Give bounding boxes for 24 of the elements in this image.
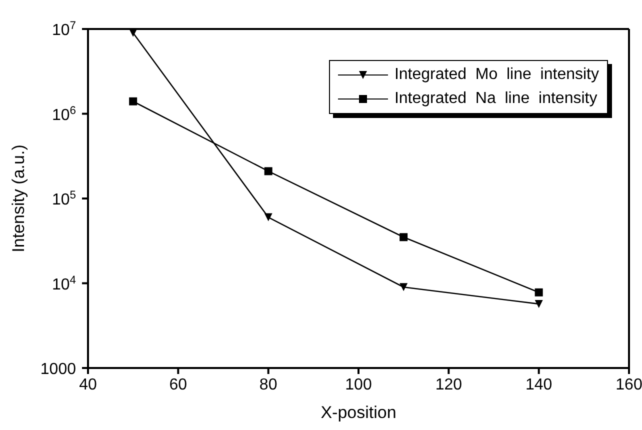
legend-label: Integrated Na line intensity	[394, 89, 598, 109]
x-tick-label: 80	[259, 376, 278, 394]
y-tick-label: 10$^{7}$	[52, 20, 76, 39]
point	[129, 29, 138, 37]
x-tick-label: 120	[435, 376, 462, 394]
x-tick-label: 160	[616, 376, 642, 394]
x-tick-label: 100	[345, 376, 372, 394]
x-tick-label: 140	[525, 376, 552, 394]
point	[534, 288, 543, 296]
y-tick-label: 10$^{5}$	[52, 190, 76, 208]
point	[400, 283, 408, 292]
point	[129, 97, 138, 106]
point	[400, 233, 408, 242]
point	[264, 213, 272, 222]
y-tick-label: 1000	[40, 361, 76, 378]
point	[534, 300, 543, 308]
x-tick-label: 40	[79, 376, 97, 394]
y-axis-title: Intensity (a.u.)	[9, 144, 28, 252]
legend-label: Integrated Mo line intensity	[394, 65, 599, 85]
x-tick-label: 60	[169, 376, 188, 394]
y-tick-label: 10$^{6}$	[52, 104, 76, 124]
x-axis-title: X-position	[320, 403, 396, 422]
point	[264, 167, 272, 176]
y-tick-label: 10$^{4}$	[52, 274, 76, 294]
